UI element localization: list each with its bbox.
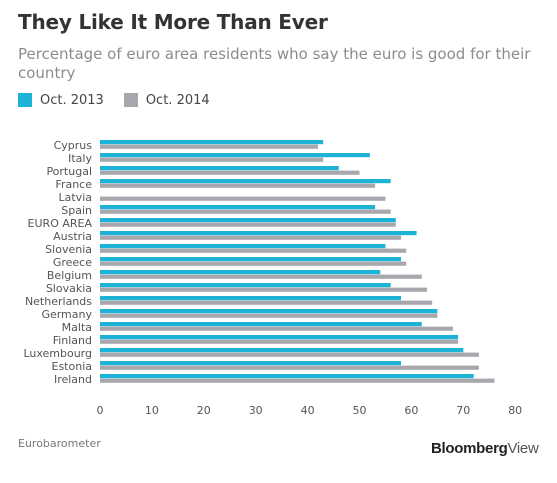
x-tick-label-50: 50 [353, 404, 367, 417]
chart-title: They Like It More Than Ever [18, 10, 328, 34]
category-label-portugal: Portugal [46, 165, 92, 178]
category-label-greece: Greece [53, 256, 92, 269]
bar-oct-2014-luxembourg [100, 352, 479, 357]
category-label-netherlands: Netherlands [25, 295, 92, 308]
bar-oct-2014-france [100, 183, 376, 188]
bar-oct-2013-luxembourg [100, 348, 464, 353]
category-label-euro-area: EURO AREA [28, 217, 93, 230]
bar-oct-2014-finland [100, 339, 459, 344]
category-label-ireland: Ireland [54, 373, 92, 386]
bar-oct-2014-slovenia [100, 248, 407, 253]
bar-oct-2014-belgium [100, 274, 422, 279]
bar-oct-2013-cyprus [100, 140, 324, 145]
x-tick-label-0: 0 [97, 404, 104, 417]
bar-oct-2014-slovakia [100, 287, 427, 292]
category-label-slovakia: Slovakia [46, 282, 92, 295]
bar-oct-2013-portugal [100, 166, 339, 171]
x-tick-label-80: 80 [508, 404, 522, 417]
category-label-spain: Spain [61, 204, 92, 217]
bar-oct-2014-cyprus [100, 144, 318, 149]
x-tick-label-20: 20 [197, 404, 211, 417]
x-tick-label-40: 40 [301, 404, 315, 417]
category-label-finland: Finland [53, 334, 92, 347]
bar-oct-2014-austria [100, 235, 402, 240]
source-note: Eurobarometer [18, 437, 101, 450]
legend: Oct. 2013 Oct. 2014 [18, 91, 230, 109]
bar-oct-2014-latvia [100, 196, 386, 201]
category-label-belgium: Belgium [47, 269, 92, 282]
bar-oct-2014-ireland [100, 378, 495, 383]
category-label-cyprus: Cyprus [54, 139, 93, 152]
bar-oct-2013-france [100, 179, 391, 184]
bar-oct-2013-slovenia [100, 244, 386, 249]
bar-oct-2014-portugal [100, 170, 360, 175]
chart-subtitle: Percentage of euro area residents who sa… [18, 45, 531, 82]
category-label-austria: Austria [53, 230, 92, 243]
bar-oct-2013-estonia [100, 361, 402, 366]
category-label-latvia: Latvia [59, 191, 93, 204]
bar-oct-2014-malta [100, 326, 453, 331]
bar-oct-2013-spain [100, 205, 376, 210]
brand-main: Bloomberg [431, 440, 508, 457]
bar-oct-2014-italy [100, 157, 324, 162]
bar-oct-2013-malta [100, 322, 422, 327]
legend-item-oct-2014: Oct. 2014 [123, 92, 210, 108]
category-label-estonia: Estonia [52, 360, 93, 373]
bar-oct-2014-euro-area [100, 222, 396, 227]
bar-oct-2013-greece [100, 257, 402, 262]
bar-oct-2013-italy [100, 153, 370, 158]
bar-oct-2014-estonia [100, 365, 479, 370]
bar-oct-2013-germany [100, 309, 438, 314]
bar-oct-2013-finland [100, 335, 459, 340]
x-tick-label-60: 60 [404, 404, 418, 417]
category-label-slovenia: Slovenia [45, 243, 92, 256]
bar-oct-2013-netherlands [100, 296, 402, 301]
bar-oct-2014-germany [100, 313, 438, 318]
category-label-germany: Germany [41, 308, 92, 321]
legend-swatch-oct-2013 [18, 93, 32, 107]
bar-oct-2013-belgium [100, 270, 381, 275]
bar-oct-2013-slovakia [100, 283, 391, 288]
legend-item-oct-2013: Oct. 2013 [18, 93, 104, 108]
brand-suffix: View [507, 440, 539, 457]
bar-oct-2014-netherlands [100, 300, 433, 305]
category-label-france: France [55, 178, 92, 191]
bar-oct-2013-austria [100, 231, 417, 236]
bar-oct-2014-spain [100, 209, 391, 214]
bar-oct-2014-greece [100, 261, 407, 266]
x-tick-label-70: 70 [456, 404, 470, 417]
x-tick-label-10: 10 [145, 404, 159, 417]
x-tick-label-30: 30 [249, 404, 263, 417]
legend-swatch-oct-2014 [123, 93, 138, 107]
legend-label-oct-2013: Oct. 2013 [40, 92, 104, 108]
legend-label-oct-2014: Oct. 2014 [145, 92, 210, 108]
category-label-italy: Italy [68, 152, 92, 165]
brand-logo: BloombergView [431, 440, 539, 457]
bar-oct-2013-ireland [100, 374, 474, 379]
category-label-malta: Malta [62, 321, 92, 334]
category-label-luxembourg: Luxembourg [23, 347, 92, 360]
bar-oct-2013-euro-area [100, 218, 396, 223]
